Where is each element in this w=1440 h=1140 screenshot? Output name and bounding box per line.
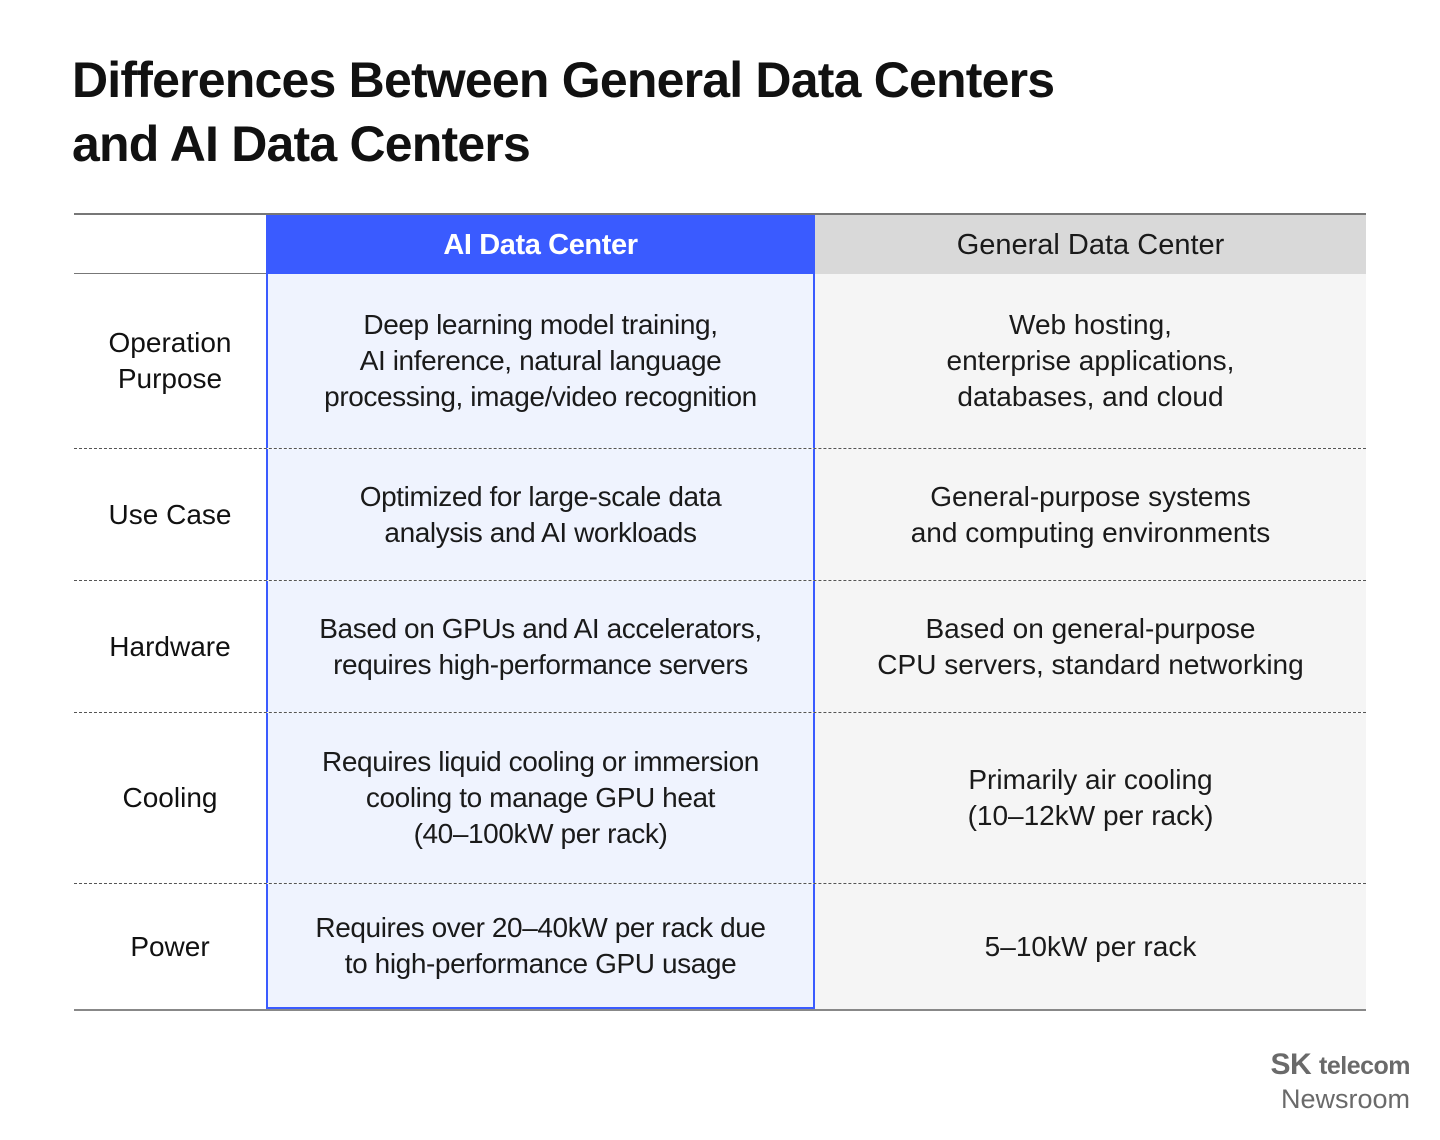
ai-line: Deep learning model training,: [363, 309, 718, 340]
general-cell: Primarily air cooling (10–12kW per rack): [815, 713, 1366, 883]
title-line-1: Differences Between General Data Centers: [72, 52, 1055, 108]
ai-cell: Based on GPUs and AI accelerators, requir…: [266, 581, 815, 712]
general-line: 5–10kW per rack: [984, 930, 1197, 962]
general-line: enterprise applications,: [946, 345, 1235, 376]
general-line: databases, and cloud: [957, 381, 1224, 412]
ai-line: Optimized for large-scale data: [359, 480, 722, 512]
header-general-data-center: General Data Center: [815, 215, 1366, 274]
general-cell: General-purpose systems and computing env…: [815, 449, 1366, 580]
general-cell: 5–10kW per rack: [815, 884, 1366, 1009]
table-row-operation-purpose: Operation Purpose Deep learning model tra…: [74, 274, 1366, 448]
table-header-row: AI Data Center General Data Center: [74, 213, 1366, 274]
table-row-use-case: Use Case Optimized for large-scale data a…: [74, 448, 1366, 580]
table-row-hardware: Hardware Based on GPUs and AI accelerato…: [74, 580, 1366, 712]
general-cell: Web hosting, enterprise applications, data…: [815, 274, 1366, 448]
label-line: Power: [130, 930, 210, 962]
ai-line: Based on GPUs and AI accelerators,: [319, 612, 762, 644]
comparison-table: AI Data Center General Data Center Opera…: [74, 213, 1366, 1011]
general-line: and computing environments: [910, 516, 1271, 548]
general-line: Based on general-purpose: [925, 612, 1256, 644]
ai-line: AI inference, natural language: [359, 345, 722, 376]
ai-line: requires high-performance servers: [333, 648, 748, 680]
header-ai-data-center: AI Data Center: [266, 215, 815, 274]
ai-cell: Requires over 20–40kW per rack due to hig…: [266, 884, 815, 1009]
brand-telecom: telecom: [1319, 1052, 1410, 1080]
ai-line: (40–100kW per rack): [413, 818, 668, 849]
ai-line: to high-performance GPU usage: [344, 947, 737, 979]
label-line: Cooling: [122, 782, 218, 813]
table-row-cooling: Cooling Requires liquid cooling or immer…: [74, 712, 1366, 883]
ai-line: cooling to manage GPU heat: [365, 782, 716, 813]
label-line: Use Case: [108, 498, 232, 530]
row-label: Operation Purpose: [74, 274, 266, 448]
row-label: Cooling: [74, 713, 266, 883]
header-label-cell: [74, 215, 266, 274]
brand-name: SK telecom: [1270, 1048, 1410, 1083]
label-line: Purpose: [117, 363, 223, 394]
general-line: Primarily air cooling: [968, 764, 1213, 795]
row-label: Power: [74, 884, 266, 1009]
brand-newsroom: Newsroom: [1280, 1084, 1410, 1114]
ai-line: analysis and AI workloads: [384, 516, 697, 548]
general-line: General-purpose systems: [930, 480, 1251, 512]
row-label: Hardware: [74, 581, 266, 712]
ai-cell: Deep learning model training, AI inferenc…: [266, 274, 815, 448]
brand-sk: SK: [1270, 1048, 1312, 1081]
label-line: Hardware: [109, 630, 231, 662]
general-cell: Based on general-purpose CPU servers, sta…: [815, 581, 1366, 712]
label-line: Operation: [108, 327, 232, 358]
general-line: (10–12kW per rack): [967, 800, 1214, 831]
title-line-2: and AI Data Centers: [72, 116, 531, 172]
general-line: CPU servers, standard networking: [877, 648, 1304, 680]
ai-line: Requires liquid cooling or immersion: [322, 746, 759, 777]
ai-line: Requires over 20–40kW per rack due: [315, 911, 766, 943]
general-line: Web hosting,: [1009, 309, 1172, 340]
ai-cell: Optimized for large-scale data analysis a…: [266, 449, 815, 580]
table-row-power: Power Requires over 20–40kW per rack due…: [74, 883, 1366, 1011]
page-title: Differences Between General Data Centers…: [72, 48, 1352, 176]
row-label: Use Case: [74, 449, 266, 580]
ai-line: processing, image/video recognition: [324, 381, 757, 412]
ai-cell: Requires liquid cooling or immersion cool…: [266, 713, 815, 883]
sk-telecom-newsroom-logo: SK telecom Newsroom: [1270, 1048, 1410, 1115]
